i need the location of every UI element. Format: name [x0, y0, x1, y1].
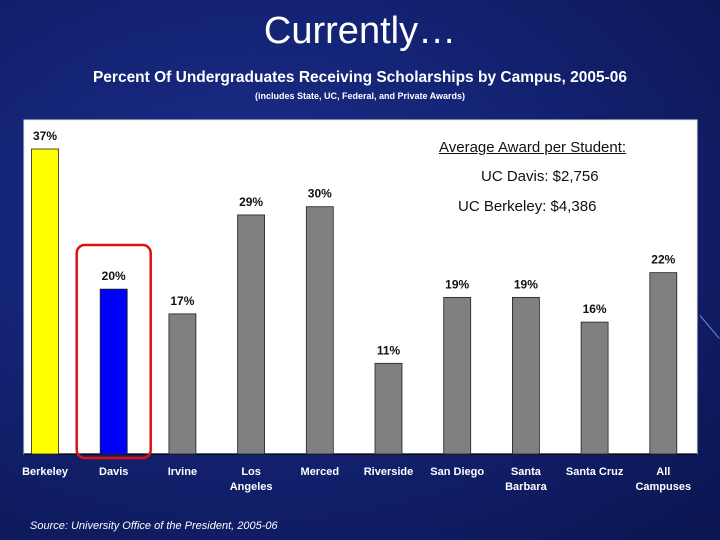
source-note: Source: University Office of the Preside…	[30, 520, 278, 532]
bar-san-diego	[443, 296, 472, 455]
data-label-merced: 30%	[308, 187, 332, 201]
bar-santa-cruz	[580, 321, 609, 455]
davis-highlight-box	[75, 243, 152, 460]
chart-title: Percent Of Undergraduates Receiving Scho…	[92, 69, 628, 86]
data-label-riverside: 11%	[377, 343, 401, 357]
bar-all-campuses	[649, 272, 678, 455]
bar-riverside	[374, 362, 403, 455]
berkeley-average-award: UC Berkeley: $4,386	[458, 198, 597, 215]
bar-davis	[99, 288, 128, 455]
data-label-irvine: 17%	[170, 294, 194, 308]
x-tick-berkeley: Berkeley	[22, 466, 69, 478]
x-tick-irvine: Irvine	[168, 466, 197, 478]
x-tick-san-diego: San Diego	[430, 466, 484, 478]
bar-merced	[305, 206, 334, 455]
bar-santa-barbara	[512, 296, 540, 455]
x-tick-all-campuses: All Campuses	[635, 466, 691, 493]
bar-los-angeles	[237, 214, 266, 455]
data-label-santa-barbara: 19%	[514, 277, 538, 291]
data-label-san-diego: 19%	[445, 277, 469, 291]
x-tick-santa-barbara: Santa Barbara	[505, 466, 547, 493]
data-label-berkeley: 37%	[33, 129, 57, 143]
data-label-santa-cruz: 16%	[583, 302, 607, 316]
bar-irvine	[168, 313, 197, 455]
data-label-los-angeles: 29%	[239, 195, 263, 209]
average-award-heading: Average Award per Student:	[439, 139, 627, 156]
chart-subtitle: (includes State, UC, Federal, and Privat…	[254, 91, 466, 101]
bar-berkeley	[31, 148, 59, 455]
x-tick-los-angeles: Los Angeles	[230, 466, 273, 493]
davis-average-award: UC Davis: $2,756	[481, 168, 599, 185]
x-tick-merced: Merced	[301, 466, 340, 478]
data-label-all-campuses: 22%	[651, 253, 675, 267]
x-tick-santa-cruz: Santa Cruz	[566, 466, 624, 478]
x-tick-davis: Davis	[99, 466, 128, 478]
data-label-davis: 20%	[102, 269, 126, 283]
slide-title: Currently…	[263, 10, 457, 52]
x-tick-riverside: Riverside	[364, 466, 414, 478]
